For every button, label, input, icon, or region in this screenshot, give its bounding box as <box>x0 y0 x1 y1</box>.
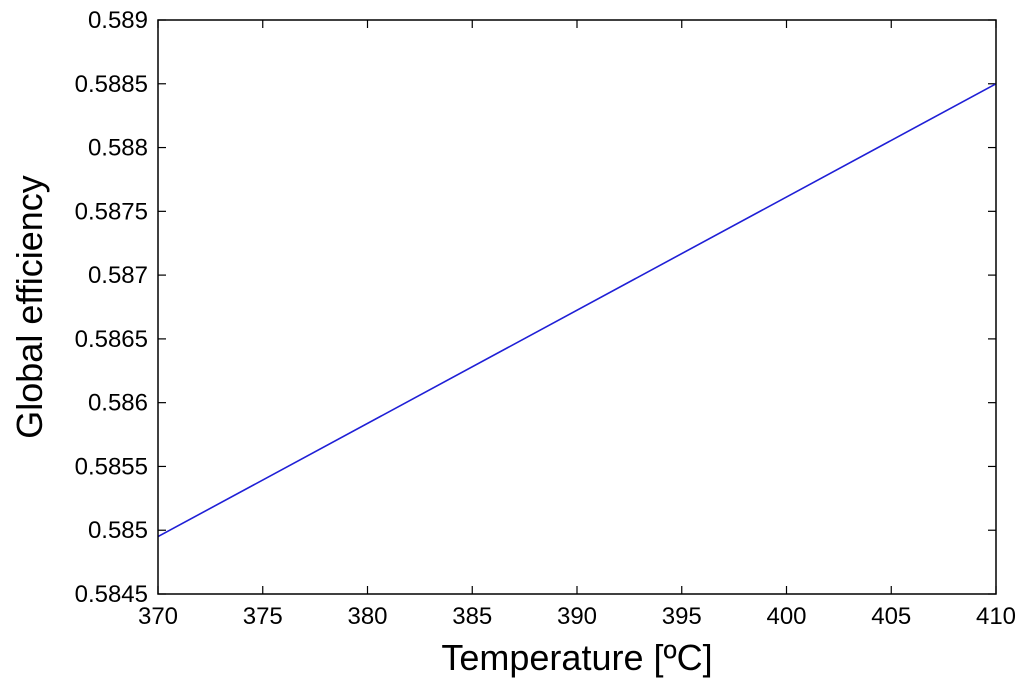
plot-frame <box>157 19 997 595</box>
x-tick-label: 385 <box>452 603 492 630</box>
x-axis-title: Temperature [ºC] <box>441 637 712 678</box>
series-layer <box>157 83 997 538</box>
y-tick-label: 0.5885 <box>75 71 148 98</box>
y-tick-label: 0.589 <box>88 7 148 34</box>
x-tick-label: 370 <box>138 603 178 630</box>
y-tick-label: 0.5875 <box>75 198 148 225</box>
x-tick-label: 375 <box>243 603 283 630</box>
series-line-0 <box>157 83 997 538</box>
y-tick-label: 0.5855 <box>75 453 148 480</box>
tick-labels: 370 375 380 385 390 395 400 405 410 0.5845 0.585 0.… <box>75 7 1016 630</box>
x-tick-label: 405 <box>871 603 911 630</box>
y-tick-label: 0.586 <box>88 390 148 417</box>
tick-marks <box>157 19 997 595</box>
y-axis-title: Global efficiency <box>9 175 50 438</box>
y-tick-label: 0.5865 <box>75 326 148 353</box>
x-tick-label: 410 <box>976 603 1016 630</box>
x-tick-label: 390 <box>557 603 597 630</box>
y-tick-label: 0.585 <box>88 517 148 544</box>
x-tick-label: 400 <box>766 603 806 630</box>
y-tick-label: 0.588 <box>88 135 148 162</box>
x-tick-label: 395 <box>662 603 702 630</box>
x-tick-label: 380 <box>347 603 387 630</box>
y-tick-label: 0.5845 <box>75 581 148 608</box>
y-tick-label: 0.587 <box>88 262 148 289</box>
